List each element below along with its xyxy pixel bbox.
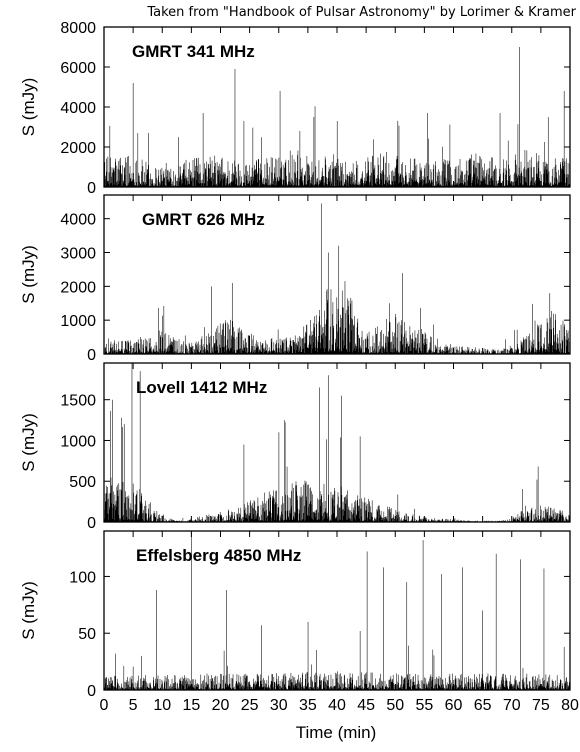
y-tick-label: 6000 [60, 60, 96, 77]
y-tick-label: 0 [87, 515, 96, 532]
x-tick-label: 10 [153, 697, 171, 714]
x-tick-label: 80 [561, 697, 579, 714]
x-tick-label: 75 [532, 697, 550, 714]
y-tick-label: 1000 [60, 313, 96, 330]
y-axis-label: S (mJy) [19, 581, 38, 640]
x-tick-label: 45 [357, 697, 375, 714]
chart-credit: Taken from "Handbook of Pulsar Astronomy… [146, 5, 576, 20]
y-tick-label: 1500 [60, 393, 96, 410]
x-tick-label: 5 [129, 697, 138, 714]
y-tick-label: 4000 [60, 212, 96, 229]
x-tick-label: 60 [445, 697, 463, 714]
y-tick-label: 100 [69, 569, 96, 586]
panel-3: 0 500 1000 1500 S (mJy) Lovell 1412 MHz [19, 362, 571, 532]
panel-title: Effelsberg 4850 MHz [136, 546, 301, 565]
y-axis-label: S (mJy) [19, 245, 38, 304]
y-tick-label: 4000 [60, 100, 96, 117]
x-tick-label: 70 [503, 697, 521, 714]
y-tick-label: 2000 [60, 279, 96, 296]
y-tick-label: 2000 [60, 140, 96, 157]
y-axis-label: S (mJy) [19, 413, 38, 472]
panel-1: 0 2000 4000 6000 8000 S (mJy) GMRT 341 MHz [19, 20, 571, 197]
y-tick-label: 0 [87, 180, 96, 197]
x-tick-label: 40 [328, 697, 346, 714]
x-axis-label: Time (min) [296, 723, 377, 742]
x-tick-label: 30 [270, 697, 288, 714]
flux-trace-1 [103, 47, 571, 187]
x-tick-label: 55 [415, 697, 433, 714]
x-tick-label: 35 [299, 697, 317, 714]
x-tick-label: 50 [386, 697, 404, 714]
y-tick-label: 0 [87, 347, 96, 364]
panel-4: 0 50 100 S (mJy) Effelsberg 4850 MHz 0 5 10 15 20… [19, 530, 579, 714]
y-tick-label: 0 [87, 683, 96, 700]
x-tick-label: 65 [474, 697, 492, 714]
panel-title: Lovell 1412 MHz [136, 378, 267, 397]
panel-title: GMRT 626 MHz [142, 210, 265, 229]
x-tick-label: 15 [182, 697, 200, 714]
y-tick-label: 3000 [60, 246, 96, 263]
x-tick-label: 20 [212, 697, 230, 714]
y-tick-label: 8000 [60, 20, 96, 37]
x-tick-label: 0 [100, 697, 109, 714]
y-tick-label: 50 [78, 626, 96, 643]
panel-title: GMRT 341 MHz [132, 42, 255, 61]
panel-2: 0 1000 2000 3000 4000 S (mJy) GMRT 626 MHz [19, 194, 571, 364]
y-tick-label: 500 [69, 474, 96, 491]
y-axis-label: S (mJy) [19, 78, 38, 137]
x-tick-label: 25 [241, 697, 259, 714]
y-tick-label: 1000 [60, 433, 96, 450]
